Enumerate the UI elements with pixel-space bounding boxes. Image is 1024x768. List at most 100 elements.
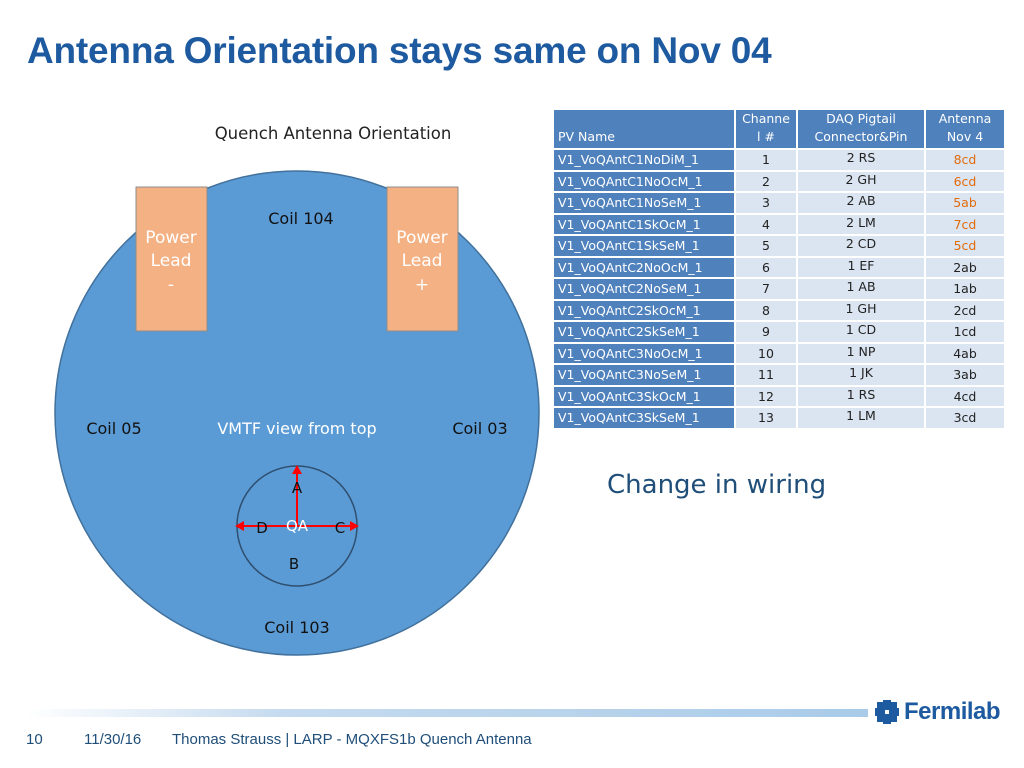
lead-left-line-3: - — [168, 275, 174, 295]
power-lead-negative — [135, 186, 208, 332]
page-number: 10 — [26, 731, 43, 748]
footer-date: 11/30/16 — [84, 731, 142, 748]
pv-cell: V1_VoQAntC3NoOcM_1 — [554, 343, 734, 363]
fermilab-logo-icon — [875, 700, 899, 724]
table-row: V1_VoQAntC3NoSeM_1 11 1 JK 3ab — [554, 365, 1004, 385]
antenna-cell: 1ab — [926, 279, 1004, 299]
daq-cell: 2 CD — [798, 236, 924, 256]
arrow-left-icon — [235, 521, 244, 531]
antenna-cell: 6cd — [926, 171, 1004, 191]
arrow-up-icon — [292, 465, 302, 474]
channel-cell: 2 — [736, 171, 796, 191]
pv-cell: V1_VoQAntC1SkOcM_1 — [554, 214, 734, 234]
qa-c-label: C — [335, 519, 345, 537]
lead-right-line-3: + — [415, 275, 429, 295]
pv-cell: V1_VoQAntC3SkOcM_1 — [554, 386, 734, 406]
table-row: V1_VoQAntC1SkOcM_1 4 2 LM 7cd — [554, 214, 1004, 234]
channel-cell: 8 — [736, 300, 796, 320]
pv-cell: V1_VoQAntC2SkSeM_1 — [554, 322, 734, 342]
pv-cell: V1_VoQAntC1SkSeM_1 — [554, 236, 734, 256]
pv-cell: V1_VoQAntC1NoSeM_1 — [554, 193, 734, 213]
channel-cell: 3 — [736, 193, 796, 213]
diagram-heading: Quench Antenna Orientation — [215, 124, 452, 143]
coil-05-label: Coil 05 — [86, 419, 141, 438]
antenna-cell: 1cd — [926, 322, 1004, 342]
pv-cell: V1_VoQAntC3NoSeM_1 — [554, 365, 734, 385]
antenna-cell: 5ab — [926, 193, 1004, 213]
coil-103-label: Coil 103 — [264, 618, 329, 637]
daq-cell: 2 RS — [798, 150, 924, 170]
table-row: V1_VoQAntC1NoOcM_1 2 2 GH 6cd — [554, 171, 1004, 191]
antenna-cell: 2ab — [926, 257, 1004, 277]
pv-cell: V1_VoQAntC1NoDiM_1 — [554, 150, 734, 170]
table-header-row: PV Name Channe l # DAQ Pigtail Connector&P… — [554, 110, 1004, 148]
coil-03-label: Coil 03 — [452, 419, 507, 438]
daq-cell: 1 GH — [798, 300, 924, 320]
qa-a-label: A — [292, 479, 303, 497]
table-row: V1_VoQAntC1NoDiM_1 1 2 RS 8cd — [554, 150, 1004, 170]
table-row: V1_VoQAntC2NoOcM_1 6 1 EF 2ab — [554, 257, 1004, 277]
channel-cell: 4 — [736, 214, 796, 234]
header-antenna: Antenna Nov 4 — [926, 110, 1004, 148]
channel-cell: 7 — [736, 279, 796, 299]
daq-cell: 1 RS — [798, 386, 924, 406]
magnet-cross-section — [54, 170, 540, 656]
header-daq: DAQ Pigtail Connector&Pin — [798, 110, 924, 148]
daq-cell: 1 JK — [798, 365, 924, 385]
channel-cell: 10 — [736, 343, 796, 363]
table-row: V1_VoQAntC1NoSeM_1 3 2 AB 5ab — [554, 193, 1004, 213]
slide-title: Antenna Orientation stays same on Nov 04 — [27, 30, 772, 71]
antenna-cell: 2cd — [926, 300, 1004, 320]
header-channel: Channe l # — [736, 110, 796, 148]
antenna-cell: 8cd — [926, 150, 1004, 170]
daq-cell: 1 AB — [798, 279, 924, 299]
lead-right-line-1: Power — [396, 228, 447, 248]
table-row: V1_VoQAntC2SkOcM_1 8 1 GH 2cd — [554, 300, 1004, 320]
antenna-cell: 7cd — [926, 214, 1004, 234]
channel-cell: 1 — [736, 150, 796, 170]
lead-left-line-2: Lead — [151, 251, 192, 271]
channel-cell: 13 — [736, 408, 796, 428]
daq-cell: 1 CD — [798, 322, 924, 342]
qa-d-label: D — [256, 519, 268, 537]
pv-cell: V1_VoQAntC3SkSeM_1 — [554, 408, 734, 428]
table-row: V1_VoQAntC1SkSeM_1 5 2 CD 5cd — [554, 236, 1004, 256]
table-row: V1_VoQAntC3NoOcM_1 10 1 NP 4ab — [554, 343, 1004, 363]
daq-cell: 2 LM — [798, 214, 924, 234]
table-row: V1_VoQAntC2NoSeM_1 7 1 AB 1ab — [554, 279, 1004, 299]
antenna-cell: 4ab — [926, 343, 1004, 363]
footer-bar — [25, 709, 868, 717]
daq-cell: 1 NP — [798, 343, 924, 363]
channel-cell: 9 — [736, 322, 796, 342]
fermilab-logo: Fermilab — [874, 698, 1001, 726]
wiring-table: PV Name Channe l # DAQ Pigtail Connector&P… — [552, 108, 1006, 430]
footer-author: Thomas Strauss | LARP - MQXFS1b Quench A… — [172, 731, 532, 748]
channel-cell: 12 — [736, 386, 796, 406]
table-row: V1_VoQAntC2SkSeM_1 9 1 CD 1cd — [554, 322, 1004, 342]
view-label: VMTF view from top — [217, 419, 376, 438]
daq-cell: 2 GH — [798, 171, 924, 191]
qa-b-label: B — [289, 555, 299, 573]
qa-label: QA — [286, 517, 309, 535]
pv-cell: V1_VoQAntC2NoSeM_1 — [554, 279, 734, 299]
lead-left-line-1: Power — [145, 228, 196, 248]
power-lead-positive — [386, 186, 459, 332]
daq-cell: 1 LM — [798, 408, 924, 428]
fermilab-logo-text: Fermilab — [904, 698, 1001, 725]
daq-cell: 2 AB — [798, 193, 924, 213]
coil-104-label: Coil 104 — [268, 209, 333, 228]
channel-cell: 6 — [736, 257, 796, 277]
antenna-cell: 4cd — [926, 386, 1004, 406]
antenna-cell: 5cd — [926, 236, 1004, 256]
antenna-cell: 3cd — [926, 408, 1004, 428]
change-note: Change in wiring — [607, 470, 827, 500]
table-row: V1_VoQAntC3SkOcM_1 12 1 RS 4cd — [554, 386, 1004, 406]
pv-cell: V1_VoQAntC2SkOcM_1 — [554, 300, 734, 320]
antenna-cell: 3ab — [926, 365, 1004, 385]
channel-cell: 5 — [736, 236, 796, 256]
arrow-right-icon — [350, 521, 359, 531]
daq-cell: 1 EF — [798, 257, 924, 277]
pv-cell: V1_VoQAntC2NoOcM_1 — [554, 257, 734, 277]
table-row: V1_VoQAntC3SkSeM_1 13 1 LM 3cd — [554, 408, 1004, 428]
